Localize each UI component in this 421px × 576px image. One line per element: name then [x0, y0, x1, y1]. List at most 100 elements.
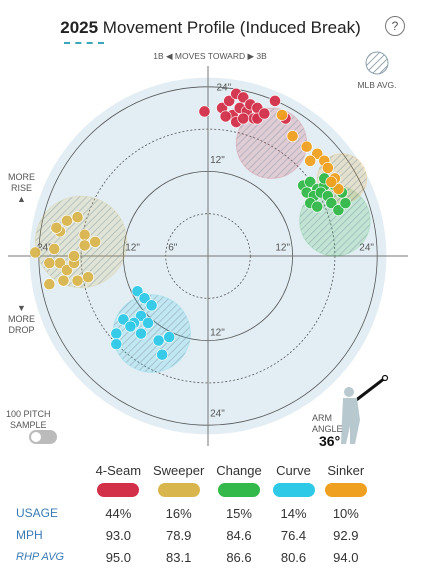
mph-row: MPH 93.0 78.9 84.6 76.4 92.9 — [12, 524, 372, 546]
point-4seam — [223, 95, 236, 107]
point-curve — [163, 331, 176, 343]
point-change — [332, 204, 345, 217]
point-sweeper — [57, 274, 70, 287]
point-sweeper — [29, 246, 42, 259]
point-change — [339, 197, 352, 210]
point-curve — [152, 334, 165, 347]
tick-label-bottom-24: 24" — [210, 409, 225, 420]
pitch-stats-table: 4-Seam Sweeper Change Curve Sinker USAGE… — [12, 460, 372, 568]
usage-value: 10% — [332, 505, 359, 521]
tick-label-center-6: 6" — [168, 242, 178, 253]
point-curve — [124, 320, 137, 333]
pitch-name: Curve — [276, 462, 311, 478]
point-sweeper — [89, 235, 102, 248]
rhp-avg-value: 86.6 — [226, 549, 252, 565]
pitch-change-pill[interactable] — [217, 482, 260, 497]
point-sweeper — [61, 264, 73, 276]
usage-row: USAGE 44% 16% 15% 14% 10% — [12, 502, 372, 524]
point-curve — [145, 299, 158, 312]
mph-value: 92.9 — [333, 527, 359, 543]
tick-label-left-24: 24" — [37, 242, 52, 253]
mph-value: 93.0 — [105, 527, 131, 543]
usage-label: USAGE — [16, 506, 59, 520]
mlb-avg-label: MLB AVG. — [357, 80, 396, 90]
point-4seam — [219, 110, 232, 123]
point-curve — [110, 327, 123, 340]
point-change — [304, 176, 317, 188]
point-curve — [131, 285, 144, 298]
mph-value: 76.4 — [280, 527, 307, 543]
rhp-avg-value: 95.0 — [105, 549, 131, 565]
point-sweeper — [61, 214, 73, 227]
moves-toward-label: 1B ◀ MOVES TOWARD ▶ 3B — [153, 51, 267, 61]
tick-label-right-12: 12" — [275, 242, 290, 253]
point-4seam — [237, 91, 250, 104]
pitch-color-row — [12, 480, 372, 502]
usage-value: 14% — [280, 505, 307, 521]
tick-label-bottom-12: 12" — [210, 328, 225, 339]
rhp-avg-value: 94.0 — [333, 549, 359, 565]
usage-value: 44% — [105, 505, 132, 521]
point-sinker — [321, 161, 334, 174]
pitch-name: Change — [216, 462, 262, 478]
usage-value: 15% — [225, 505, 252, 521]
point-4seam — [237, 112, 250, 125]
point-sweeper — [78, 228, 91, 241]
point-change — [325, 197, 338, 210]
point-4seam — [258, 107, 271, 120]
pitch-name-row: 4-Seam Sweeper Change Curve Sinker — [12, 460, 372, 480]
point-4seam — [269, 95, 281, 107]
tick-label-left-12: 12" — [125, 242, 140, 253]
point-sinker — [286, 130, 299, 143]
point-curve — [156, 348, 169, 361]
point-curve — [138, 292, 151, 305]
point-curve — [117, 313, 130, 326]
point-sinker — [276, 109, 288, 121]
pitch-sweeper-pill[interactable] — [157, 482, 200, 497]
pitcher-head — [344, 387, 354, 397]
point-curve — [110, 338, 123, 351]
point-sinker — [304, 154, 317, 167]
toggle-knob — [31, 432, 41, 442]
point-4seam — [198, 105, 211, 118]
mlb-avg-swatch — [365, 51, 389, 75]
point-curve — [135, 327, 147, 340]
point-sweeper — [43, 257, 56, 269]
point-sweeper — [50, 221, 63, 234]
tick-label-right-24: 24" — [359, 242, 374, 253]
point-sinker — [325, 176, 338, 188]
rhp-avg-value: 80.6 — [280, 549, 307, 565]
more-drop-label: ▼ MORE DROP — [8, 303, 35, 335]
pitcher-body — [341, 398, 360, 444]
mph-value: 78.9 — [166, 527, 192, 543]
title-underline — [64, 42, 104, 44]
tick-label-top-24: 24" — [216, 82, 231, 93]
point-sinker — [300, 140, 313, 153]
arm-angle-dot — [381, 374, 389, 382]
more-rise-label: MORE RISE ▲ — [8, 172, 35, 204]
rhp-avg-value: 83.1 — [166, 549, 192, 565]
chart-title: 2025 Movement Profile (Induced Break) — [0, 18, 421, 38]
point-sweeper — [43, 278, 56, 291]
title-text: Movement Profile (Induced Break) — [102, 18, 361, 37]
usage-value: 16% — [165, 505, 192, 521]
point-sinker — [311, 147, 324, 160]
point-sweeper — [71, 211, 84, 224]
arm-angle-label: ARM ANGLE — [312, 413, 343, 434]
point-sweeper — [71, 274, 84, 287]
sample-label: 100 PITCH SAMPLE — [6, 409, 51, 430]
sample-toggle[interactable] — [29, 430, 57, 444]
pitch-sinker-pill[interactable] — [324, 482, 367, 497]
point-sweeper — [82, 271, 95, 284]
arm-angle-value: 36° — [319, 433, 341, 449]
mph-value: 84.6 — [226, 527, 252, 543]
help-icon[interactable]: ? — [385, 16, 405, 36]
plot-layer: 24" 12" 12" 24" 24" 12" 6" 12" 24" — [8, 66, 408, 446]
movement-chart: 1B ◀ MOVES TOWARD ▶ 3B 24" 12" 12" 24" 24" 12… — [8, 51, 408, 446]
pitcher-silhouette — [341, 374, 389, 444]
pitch-curve-pill[interactable] — [272, 482, 315, 497]
pitch-name: Sinker — [327, 462, 365, 478]
rhp-avg-row: RHP AVG 95.0 83.1 86.6 80.6 94.0 — [12, 546, 372, 568]
pitch-4seam-pill[interactable] — [97, 482, 140, 497]
point-sweeper — [68, 250, 80, 262]
